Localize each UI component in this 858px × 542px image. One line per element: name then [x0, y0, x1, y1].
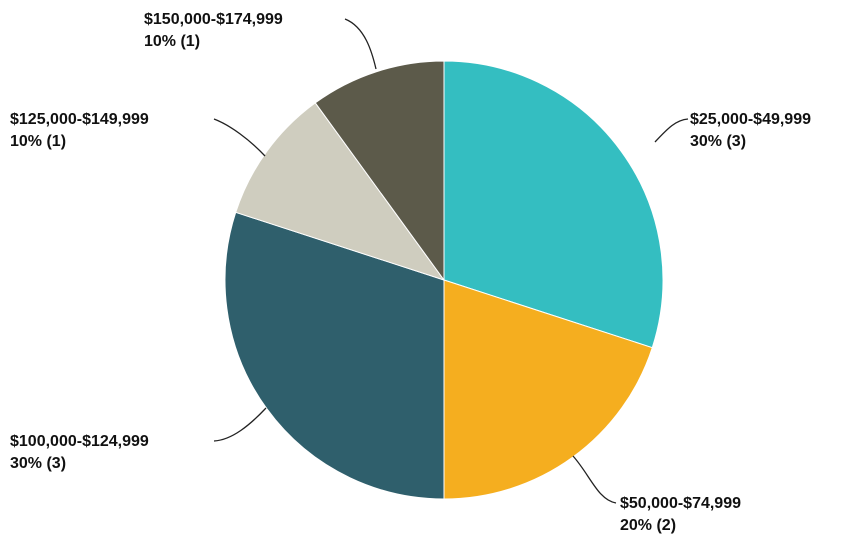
leader-line	[572, 455, 617, 504]
slice-percent-label: 10% (1)	[10, 133, 66, 150]
slice-category-label: $25,000-$49,999	[690, 111, 811, 128]
slice-category-label: $50,000-$74,999	[620, 495, 741, 512]
leader-line	[654, 118, 689, 143]
pie-slice	[443, 279, 653, 500]
slice-category-label: $150,000-$174,999	[144, 11, 283, 28]
slice-labels: $25,000-$49,999 30% (3) $50,000-$74,999 20%…	[10, 11, 811, 534]
slice-percent-label: 10% (1)	[144, 33, 200, 50]
leader-lines	[213, 18, 689, 504]
leader-line	[213, 118, 266, 157]
slice-category-label: $100,000-$124,999	[10, 433, 149, 450]
leader-line	[213, 407, 267, 442]
pie-slice	[443, 60, 664, 349]
leader-line	[344, 18, 377, 70]
slice-percent-label: 30% (3)	[10, 455, 66, 472]
pie-slices	[224, 60, 664, 500]
pie-slice	[235, 102, 446, 281]
slice-category-label: $125,000-$149,999	[10, 111, 149, 128]
pie-slice	[314, 60, 445, 282]
slice-percent-label: 20% (2)	[620, 517, 676, 534]
pie-slice	[224, 211, 445, 500]
slice-percent-label: 30% (3)	[690, 133, 746, 150]
